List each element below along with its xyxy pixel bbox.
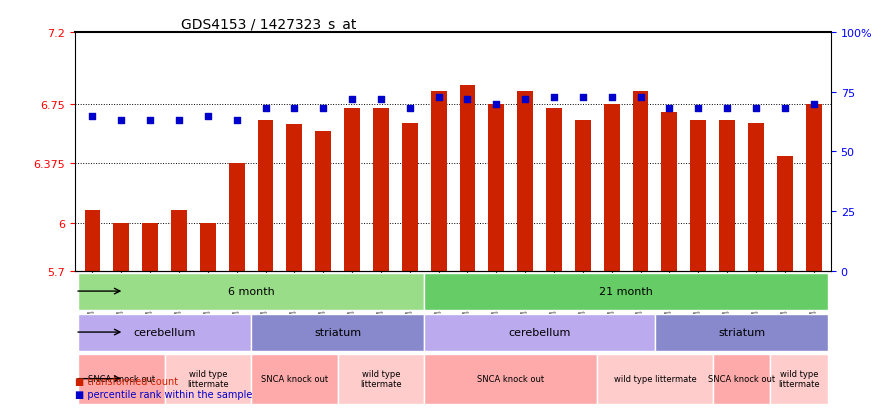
Text: SNCA knock out: SNCA knock out — [261, 374, 328, 383]
Text: striatum: striatum — [718, 327, 765, 337]
Text: cerebellum: cerebellum — [133, 327, 195, 337]
Text: 6 month: 6 month — [228, 286, 275, 297]
Point — [749, 106, 763, 112]
Bar — [171, 211, 187, 271]
Point — [403, 106, 417, 112]
FancyBboxPatch shape — [424, 273, 828, 310]
Bar — [805, 104, 821, 271]
Bar — [229, 164, 245, 271]
Text: ■ transformed count: ■ transformed count — [75, 376, 179, 386]
Bar — [777, 157, 793, 271]
Point — [143, 118, 157, 124]
Text: striatum: striatum — [314, 327, 362, 337]
Bar — [690, 120, 706, 271]
Point — [258, 106, 272, 112]
Point — [489, 101, 503, 108]
Bar — [517, 92, 533, 271]
Bar — [286, 125, 302, 271]
Bar — [488, 104, 504, 271]
FancyBboxPatch shape — [78, 314, 251, 351]
Point — [431, 94, 446, 101]
Text: wild type
littermate: wild type littermate — [360, 369, 401, 388]
Bar — [200, 223, 216, 271]
Text: SNCA knock out: SNCA knock out — [708, 374, 775, 383]
Point — [114, 118, 128, 124]
Point — [662, 106, 676, 112]
FancyBboxPatch shape — [424, 354, 598, 404]
Text: SNCA knock out: SNCA knock out — [477, 374, 545, 383]
Point — [461, 96, 475, 103]
FancyBboxPatch shape — [78, 273, 424, 310]
Bar — [402, 123, 418, 271]
Point — [374, 96, 388, 103]
Point — [547, 94, 561, 101]
Text: wild type littermate: wild type littermate — [613, 374, 697, 383]
Bar — [257, 120, 273, 271]
Point — [691, 106, 705, 112]
Text: SNCA knock out: SNCA knock out — [88, 374, 155, 383]
Bar — [575, 120, 591, 271]
Bar — [460, 85, 476, 271]
Point — [605, 94, 619, 101]
Point — [806, 101, 820, 108]
FancyBboxPatch shape — [78, 354, 164, 404]
FancyBboxPatch shape — [251, 354, 338, 404]
Bar — [633, 92, 649, 271]
Bar — [85, 211, 101, 271]
Bar — [344, 109, 360, 271]
Point — [634, 94, 648, 101]
FancyBboxPatch shape — [655, 314, 828, 351]
Bar — [748, 123, 764, 271]
Bar — [720, 120, 735, 271]
Point — [86, 113, 100, 120]
FancyBboxPatch shape — [770, 354, 828, 404]
FancyBboxPatch shape — [424, 314, 655, 351]
Point — [171, 118, 186, 124]
FancyBboxPatch shape — [713, 354, 770, 404]
Text: GDS4153 / 1427323_s_at: GDS4153 / 1427323_s_at — [181, 18, 356, 32]
Text: ■ percentile rank within the sample: ■ percentile rank within the sample — [75, 389, 253, 399]
Point — [720, 106, 735, 112]
Point — [778, 106, 792, 112]
Bar — [316, 131, 332, 271]
Bar — [373, 109, 389, 271]
Text: cerebellum: cerebellum — [508, 327, 571, 337]
Text: 21 month: 21 month — [599, 286, 653, 297]
Point — [201, 113, 215, 120]
FancyBboxPatch shape — [598, 354, 713, 404]
Point — [345, 96, 359, 103]
Point — [518, 96, 532, 103]
FancyBboxPatch shape — [251, 314, 424, 351]
Bar — [113, 223, 129, 271]
Bar — [661, 112, 677, 271]
Bar — [546, 109, 562, 271]
Point — [316, 106, 331, 112]
Bar — [604, 104, 620, 271]
Text: wild type
littermate: wild type littermate — [187, 369, 229, 388]
Bar — [142, 223, 158, 271]
Text: wild type
littermate: wild type littermate — [779, 369, 820, 388]
FancyBboxPatch shape — [164, 354, 251, 404]
Point — [230, 118, 244, 124]
Bar — [431, 92, 446, 271]
Point — [287, 106, 301, 112]
FancyBboxPatch shape — [338, 354, 424, 404]
Point — [575, 94, 590, 101]
